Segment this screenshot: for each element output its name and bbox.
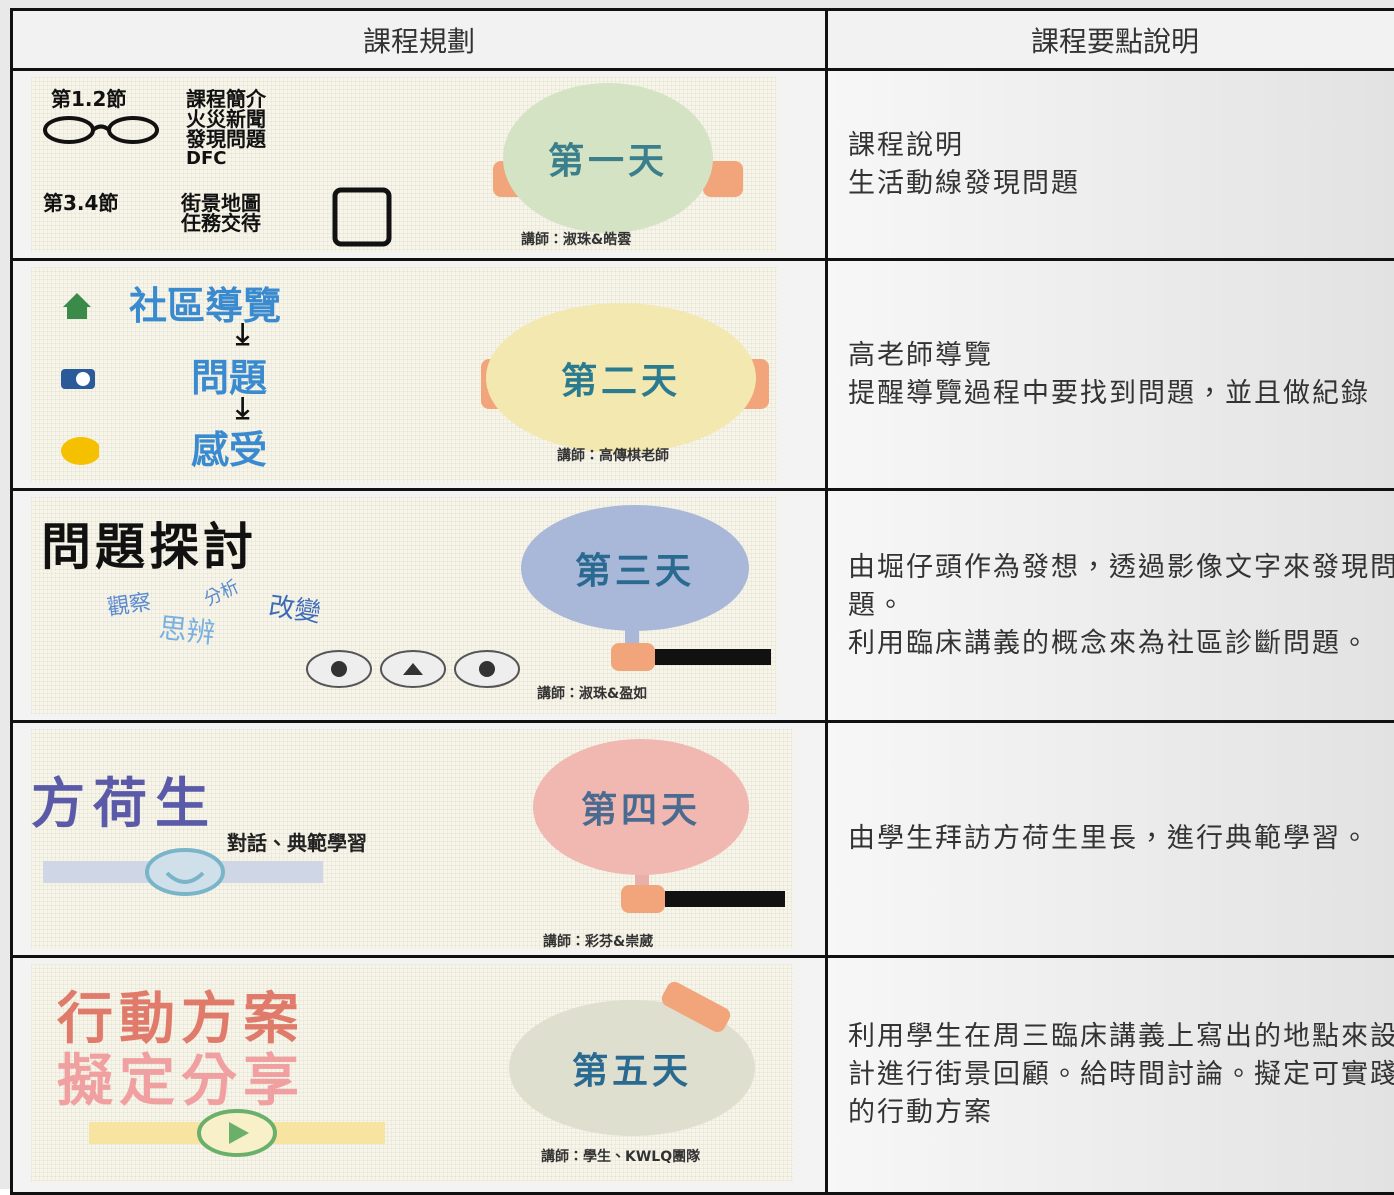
arrow: ⤓ (236, 317, 250, 352)
day-badge: 第二天 (486, 303, 756, 453)
plan-cell: 問題探討 觀察 分析 改變 思辨 第三天 講師：淑珠&盈如 (10, 488, 828, 723)
item: 火災新聞 (186, 107, 266, 131)
card-title: 行動方案 (57, 987, 305, 1052)
day-badge: 第三天 (521, 505, 749, 631)
day-badge: 第一天 (503, 83, 713, 233)
hand (611, 643, 655, 671)
play-icon (197, 1109, 277, 1157)
icons (61, 293, 99, 465)
buttons (306, 650, 520, 688)
hand (621, 885, 665, 913)
teacher: 講師：高傳棋老師 (557, 448, 669, 464)
step: 感受 (191, 428, 268, 472)
item: 課程簡介 (186, 87, 266, 111)
note: 由學生拜訪方荷生里長，進行典範學習。 (848, 823, 1370, 854)
card-title: 擬定分享 (57, 1049, 305, 1114)
header-cell: 課程要點說明 (825, 8, 1394, 71)
arrow: ⤓ (236, 391, 250, 426)
item: 任務交待 (181, 211, 261, 235)
note: 利用臨床講義的概念來為社區診斷問題。 (848, 627, 1370, 659)
notes-cell: 由堀仔頭作為發想，透過影像文字來發現問題。 利用臨床講義的概念來為社區診斷問題。 (825, 488, 1394, 723)
plan-cell: 社區導覽 ⤓ 問題 ⤓ 感受 第二天 講師：高傳棋老師 (10, 258, 828, 491)
session: 第3.4節 (43, 191, 119, 215)
note: 生活動線發現問題 (848, 167, 1080, 199)
plan-cell: 行動方案 擬定分享 第五天 講師：學生、KWLQ團隊 (10, 955, 828, 1195)
item: 發現問題 (186, 127, 266, 151)
header-cell: 課程規劃 (10, 8, 828, 71)
word: 思辨 (157, 611, 217, 650)
teacher: 講師：學生、KWLQ團隊 (541, 1149, 701, 1165)
day-badge: 第四天 (533, 739, 749, 875)
teacher: 講師：淑珠&皓雲 (521, 232, 632, 248)
note: 利用學生在周三臨床講義上寫出的地點來設計進行街景回顧。給時間討論。擬定可實踐的行… (848, 1021, 1394, 1128)
tablet-icon (332, 187, 392, 247)
day-card: 方荷生 對話、典範學習 第四天 講師：彩芬&崇葳 (31, 729, 793, 949)
day-card: 第1.2節 課程簡介 火災新聞 發現問題 DFC 第3.4節 街景地圖 任務交待… (31, 77, 777, 252)
day-card: 問題探討 觀察 分析 改變 思辨 第三天 講師：淑珠&盈如 (31, 497, 777, 714)
note: 由堀仔頭作為發想，透過影像文字來發現問題。 (848, 551, 1394, 621)
teacher: 講師：彩芬&崇葳 (543, 934, 654, 949)
plan-cell: 方荷生 對話、典範學習 第四天 講師：彩芬&崇葳 (10, 720, 828, 958)
card-title: 問題探討 (41, 518, 257, 576)
teacher: 講師：淑珠&盈如 (537, 686, 648, 702)
item: 街景地圖 (181, 191, 261, 215)
session: 第1.2節 (51, 87, 127, 111)
sleeve (655, 649, 771, 665)
day-card: 行動方案 擬定分享 第五天 講師：學生、KWLQ團隊 (31, 964, 793, 1182)
step: 問題 (191, 356, 268, 400)
sleeve (665, 891, 785, 907)
note: 課程說明 (848, 129, 964, 161)
day-card: 社區導覽 ⤓ 問題 ⤓ 感受 第二天 講師：高傳棋老師 (31, 267, 777, 482)
word: 改變 (266, 591, 323, 629)
plan-cell: 第1.2節 課程簡介 火災新聞 發現問題 DFC 第3.4節 街景地圖 任務交待… (10, 68, 828, 261)
card-subtitle: 對話、典範學習 (227, 831, 367, 855)
smile-icon (145, 848, 225, 896)
step: 社區導覽 (129, 284, 282, 328)
item: DFC (186, 148, 227, 169)
notes-cell: 課程說明 生活動線發現問題 (825, 68, 1394, 261)
card-title: 方荷生 (31, 772, 217, 835)
note: 提醒導覽過程中要找到問題，並且做紀錄 (848, 377, 1370, 409)
word: 觀察 (105, 590, 153, 621)
note: 高老師導覽 (848, 339, 993, 371)
notes-cell: 利用學生在周三臨床講義上寫出的地點來設計進行街景回顧。給時間討論。擬定可實踐的行… (825, 955, 1394, 1195)
glasses-icon (43, 116, 159, 144)
notes-cell: 高老師導覽 提醒導覽過程中要找到問題，並且做紀錄 (825, 258, 1394, 491)
notes-cell: 由學生拜訪方荷生里長，進行典範學習。 (825, 720, 1394, 958)
